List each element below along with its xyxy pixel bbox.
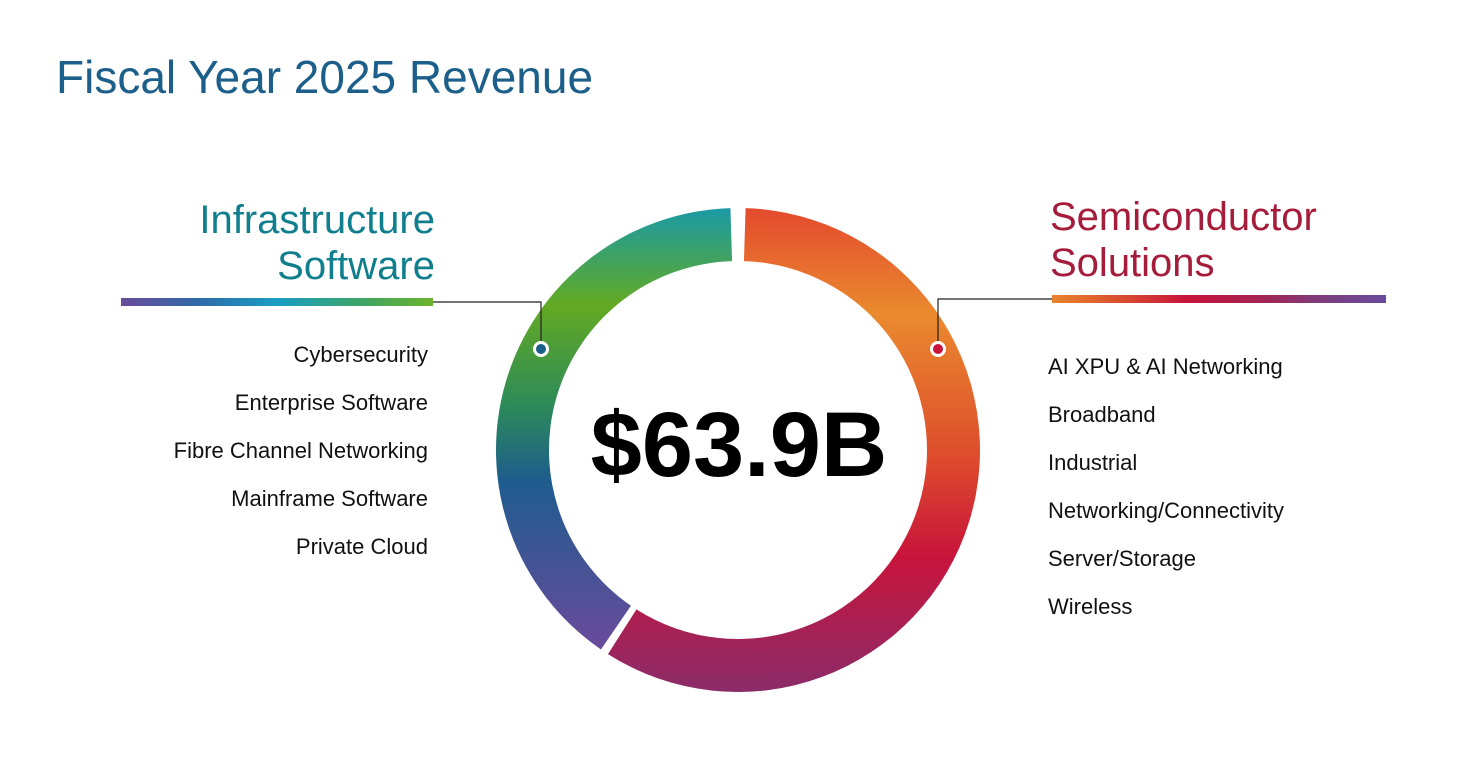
semiconductor-solutions-heading-line-2: Solutions [1050,241,1215,285]
list-item-wireless: Wireless [1048,594,1133,619]
infrastructure-software-heading-line-1: Infrastructure [199,198,435,242]
list-item-fibre-channel-networking: Fibre Channel Networking [173,438,428,463]
infrastructure-software-heading: Infrastructure Software [199,197,435,289]
infrastructure-software-list: Cybersecurity Enterprise Software Fibre … [174,340,428,580]
semiconductor-solutions-heading-line-1: Semiconductor [1050,195,1317,239]
list-item-enterprise-software: Enterprise Software [234,390,428,415]
semiconductor-solutions-list: AI XPU & AI Networking Broadband Industr… [1048,352,1284,640]
semiconductor-solutions-connector [937,298,1052,348]
semiconductor-solutions-heading: Semiconductor Solutions [1050,194,1317,286]
list-item-broadband: Broadband [1048,402,1156,427]
page-title: Fiscal Year 2025 Revenue [56,51,594,103]
list-item-cybersecurity: Cybersecurity [293,342,428,367]
list-item-ai-xpu-ai-networking: AI XPU & AI Networking [1048,354,1283,379]
list-item-mainframe-software: Mainframe Software [231,486,428,511]
semiconductor-solutions-color-bar [1052,295,1386,303]
infrastructure-software-color-bar [121,298,433,306]
infrastructure-software-marker [533,341,549,357]
infrastructure-software-connector [433,301,542,348]
infrastructure-software-heading-line-2: Software [277,244,435,288]
list-item-server-storage: Server/Storage [1048,546,1196,571]
semiconductor-solutions-marker [930,341,946,357]
total-revenue-value: $63.9B [590,394,888,496]
list-item-industrial: Industrial [1048,450,1138,475]
list-item-private-cloud: Private Cloud [295,534,428,559]
list-item-networking-connectivity: Networking/Connectivity [1048,498,1284,523]
